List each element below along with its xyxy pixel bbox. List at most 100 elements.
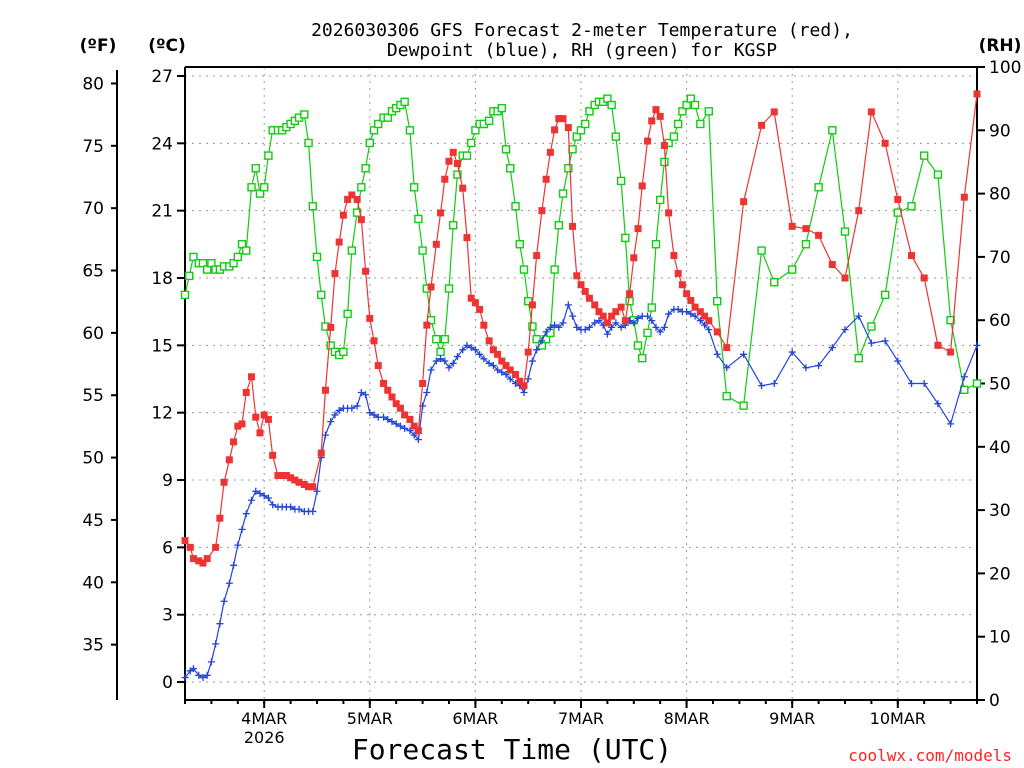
temperature-point xyxy=(599,312,607,320)
rh-point xyxy=(651,240,661,249)
temperature-point xyxy=(894,195,902,203)
dewpoint-point xyxy=(498,368,506,376)
rh-tick-label: 40 xyxy=(989,438,1011,458)
temperature-point xyxy=(238,420,246,428)
rh-point xyxy=(255,189,265,198)
rh-point xyxy=(603,94,612,103)
temperature-point xyxy=(234,422,242,430)
rh-point xyxy=(739,401,748,410)
grid-lines xyxy=(185,67,977,700)
dewpoint-point xyxy=(234,541,242,549)
credit-link[interactable]: coolwx.com/models xyxy=(848,746,1012,765)
temperature-point xyxy=(463,234,471,242)
x-tick-label: 8MAR xyxy=(664,709,710,728)
temperature-point xyxy=(617,303,625,311)
temperature-point xyxy=(291,476,299,484)
rh-point xyxy=(185,271,194,281)
temperature-point xyxy=(581,287,589,295)
dewpoint-point xyxy=(701,321,709,329)
temperature-point xyxy=(252,413,260,421)
dewpoint-point xyxy=(506,375,514,383)
dewpoint-point xyxy=(551,321,559,329)
rh-tick-label: 70 xyxy=(989,248,1011,268)
dewpoint-point xyxy=(335,406,343,414)
temperature-point xyxy=(656,112,664,120)
temperature-point xyxy=(546,148,554,156)
dewpoint-point xyxy=(920,380,928,387)
x-tick-label: 4MAR xyxy=(241,709,287,728)
dewpoint-point xyxy=(353,402,361,410)
chart-title-line1: 2026030306 GFS Forecast 2-meter Temperat… xyxy=(311,20,853,41)
temperature-point xyxy=(423,321,431,329)
dewpoint-point xyxy=(453,353,461,361)
temperature-point xyxy=(309,483,317,491)
dewpoint-point xyxy=(414,436,422,444)
rh-point xyxy=(528,322,537,331)
temperature-point xyxy=(401,411,409,419)
dewpoint-point xyxy=(225,579,233,587)
rh-tick-label: 50 xyxy=(989,375,1011,395)
dewpoint-point xyxy=(683,308,691,316)
rh-point xyxy=(867,322,876,331)
temperature-point xyxy=(230,438,238,446)
dewpoint-point xyxy=(264,494,272,502)
dewpoint-point xyxy=(867,339,875,347)
temperature-point xyxy=(269,451,277,459)
fahrenheit-tick-label: 45 xyxy=(82,511,104,531)
temperature-point xyxy=(199,559,207,567)
dewpoint-point xyxy=(467,344,475,352)
dewpoint-point xyxy=(652,323,660,331)
rh-point xyxy=(202,265,212,274)
rh-point xyxy=(506,164,515,173)
rh-point xyxy=(471,126,480,135)
dewpoint-point xyxy=(533,346,541,354)
rh-point xyxy=(660,157,669,167)
celsius-tick-label: 15 xyxy=(151,336,173,356)
temperature-point xyxy=(287,474,295,482)
rh-point xyxy=(326,341,335,350)
temperature-point xyxy=(339,211,347,219)
temperature-point xyxy=(867,108,875,116)
dewpoint-point xyxy=(242,510,250,518)
dewpoint-point xyxy=(758,382,766,390)
dewpoint-point xyxy=(705,326,713,334)
rh-point xyxy=(669,132,679,141)
rh-point xyxy=(713,297,722,306)
rh-point xyxy=(616,176,626,186)
dewpoint-point xyxy=(528,357,536,365)
temperature-point xyxy=(380,380,388,387)
temperature-point xyxy=(278,472,286,480)
dewpoint-point xyxy=(494,366,502,374)
dewpoint-point xyxy=(313,487,321,495)
temperature-point xyxy=(388,393,396,401)
dewpoint-point xyxy=(696,317,704,325)
rh-point xyxy=(972,379,982,388)
rh-tick-label: 60 xyxy=(989,311,1011,331)
dewpoint-point xyxy=(648,317,656,325)
temperature-point xyxy=(524,348,532,356)
temperature-point xyxy=(242,388,250,396)
temperature-point xyxy=(542,175,550,183)
dewpoint-point xyxy=(489,362,497,370)
temperature-point xyxy=(973,90,981,98)
dewpoint-point xyxy=(520,388,528,396)
rh-point xyxy=(621,233,630,243)
temperature-point xyxy=(300,481,308,489)
temperature-point xyxy=(459,184,467,192)
temperature-point xyxy=(441,175,449,183)
dewpoint-point xyxy=(406,427,414,435)
rh-point xyxy=(647,303,656,312)
rh-tick-label: 10 xyxy=(989,628,1011,648)
dewpoint-point xyxy=(585,323,593,331)
temperature-point xyxy=(467,294,475,302)
temperature-point xyxy=(934,341,942,349)
rh-point xyxy=(198,259,208,268)
temperature-point xyxy=(370,337,378,345)
rh-point xyxy=(678,107,687,116)
dewpoint-point xyxy=(841,326,849,334)
temperature-point xyxy=(410,422,418,430)
rh-point xyxy=(854,353,863,363)
dewpoint-point xyxy=(569,312,577,320)
temperature-point xyxy=(670,252,678,260)
dewpoint-point xyxy=(802,364,810,372)
